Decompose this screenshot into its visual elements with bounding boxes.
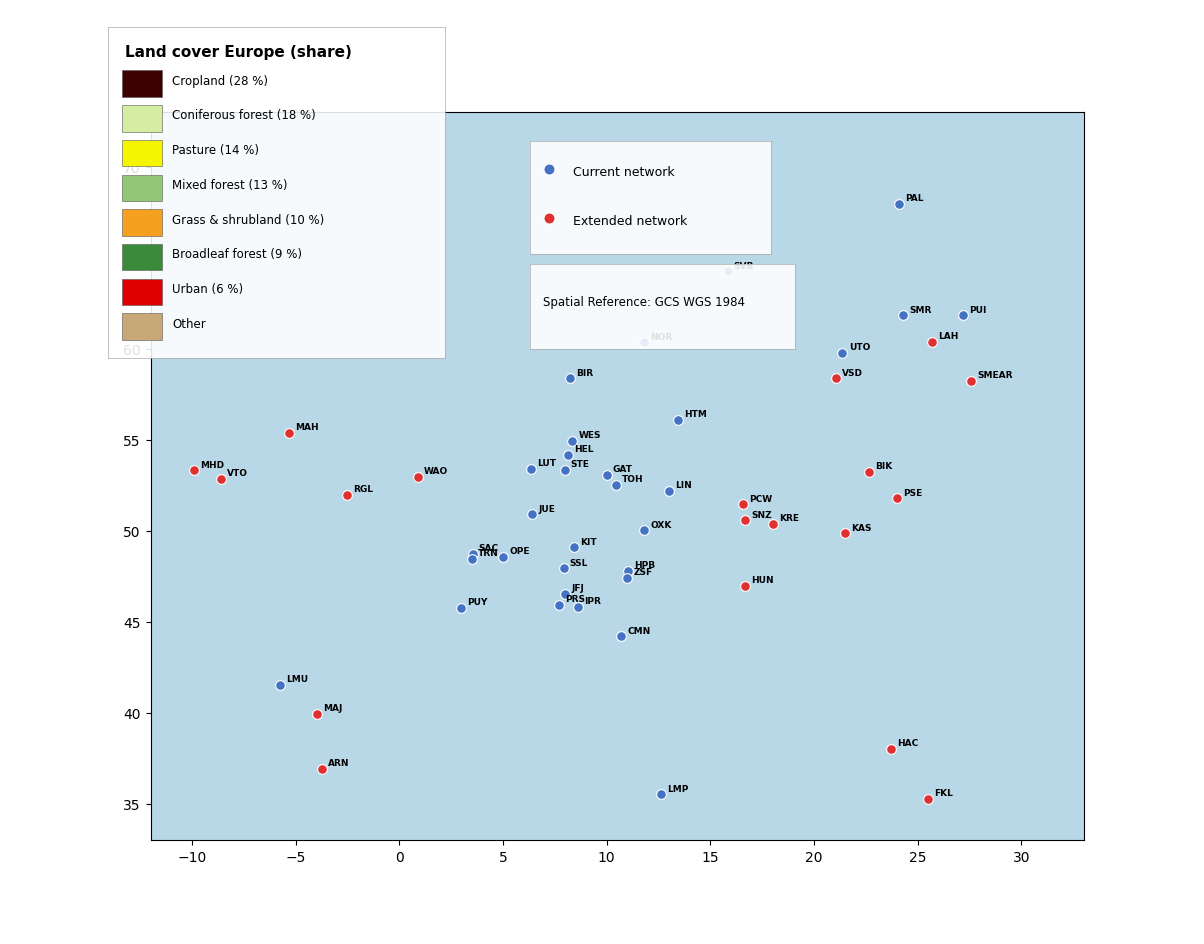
Text: CMN: CMN bbox=[627, 626, 650, 635]
Text: RGL: RGL bbox=[353, 484, 373, 494]
Text: SSL: SSL bbox=[569, 558, 588, 567]
FancyBboxPatch shape bbox=[122, 279, 163, 306]
FancyBboxPatch shape bbox=[122, 211, 163, 237]
Text: UTO: UTO bbox=[849, 343, 870, 352]
Text: SNZ: SNZ bbox=[751, 510, 772, 519]
Text: LMP: LMP bbox=[667, 784, 689, 793]
Text: PCW: PCW bbox=[749, 495, 773, 503]
Text: KRE: KRE bbox=[779, 514, 798, 523]
FancyBboxPatch shape bbox=[122, 141, 163, 167]
Text: FKL: FKL bbox=[934, 788, 952, 797]
FancyBboxPatch shape bbox=[122, 176, 163, 202]
Text: BIR: BIR bbox=[577, 368, 594, 378]
Text: HUN: HUN bbox=[751, 576, 773, 585]
Text: Coniferous forest (18 %): Coniferous forest (18 %) bbox=[172, 110, 317, 123]
Text: IPR: IPR bbox=[584, 597, 601, 605]
Text: SVB: SVB bbox=[733, 261, 754, 271]
Text: NOR: NOR bbox=[650, 332, 673, 341]
Text: HTM: HTM bbox=[684, 410, 707, 419]
Text: MAH: MAH bbox=[295, 423, 319, 431]
Text: Cropland (28 %): Cropland (28 %) bbox=[172, 75, 268, 88]
Text: HAC: HAC bbox=[898, 738, 919, 748]
Text: VSD: VSD bbox=[843, 368, 863, 378]
Text: LIN: LIN bbox=[675, 480, 691, 489]
Text: JFJ: JFJ bbox=[571, 583, 584, 592]
Text: Spatial Reference: GCS WGS 1984: Spatial Reference: GCS WGS 1984 bbox=[543, 296, 745, 309]
Text: LMU: LMU bbox=[285, 675, 308, 683]
Text: LUT: LUT bbox=[537, 459, 556, 468]
Text: Grass & shrubland (10 %): Grass & shrubland (10 %) bbox=[172, 213, 325, 227]
Text: KAS: KAS bbox=[851, 523, 872, 532]
Text: Current network: Current network bbox=[573, 166, 674, 178]
FancyBboxPatch shape bbox=[122, 72, 163, 98]
Text: ZSF: ZSF bbox=[633, 567, 653, 577]
Text: LAH: LAH bbox=[938, 332, 958, 341]
FancyBboxPatch shape bbox=[122, 106, 163, 132]
Text: SAC: SAC bbox=[479, 544, 498, 552]
Text: Extended network: Extended network bbox=[573, 214, 687, 228]
Text: TOH: TOH bbox=[622, 475, 644, 484]
Text: Broadleaf forest (9 %): Broadleaf forest (9 %) bbox=[172, 248, 302, 261]
Text: Land cover Europe (share): Land cover Europe (share) bbox=[125, 45, 352, 59]
Text: HPB: HPB bbox=[633, 561, 655, 569]
Text: Mixed forest (13 %): Mixed forest (13 %) bbox=[172, 178, 288, 192]
Text: MAJ: MAJ bbox=[323, 703, 342, 713]
Text: PRS: PRS bbox=[565, 595, 585, 603]
FancyBboxPatch shape bbox=[122, 314, 163, 341]
Text: PUY: PUY bbox=[467, 598, 488, 606]
Text: WAO: WAO bbox=[424, 467, 448, 476]
Text: PSE: PSE bbox=[903, 488, 922, 497]
Text: Pasture (14 %): Pasture (14 %) bbox=[172, 144, 259, 157]
FancyBboxPatch shape bbox=[122, 244, 163, 271]
Text: STE: STE bbox=[571, 460, 590, 469]
Text: SMEAR: SMEAR bbox=[978, 370, 1013, 379]
Text: BIK: BIK bbox=[875, 462, 893, 471]
Text: OXK: OXK bbox=[650, 520, 672, 529]
Text: MHD: MHD bbox=[200, 460, 224, 469]
Text: VTO: VTO bbox=[228, 469, 248, 478]
Text: WES: WES bbox=[578, 431, 601, 440]
Text: TRN: TRN bbox=[478, 548, 500, 557]
Text: GAT: GAT bbox=[613, 464, 633, 474]
Text: Urban (6 %): Urban (6 %) bbox=[172, 283, 243, 295]
Text: JUE: JUE bbox=[538, 504, 555, 513]
Text: PUI: PUI bbox=[969, 305, 987, 314]
Text: ARN: ARN bbox=[327, 758, 349, 767]
Text: OPE: OPE bbox=[509, 547, 530, 556]
Text: Other: Other bbox=[172, 317, 206, 330]
Text: HEL: HEL bbox=[574, 445, 594, 453]
Text: PAL: PAL bbox=[905, 194, 923, 203]
Text: SMR: SMR bbox=[909, 305, 932, 314]
Text: KIT: KIT bbox=[580, 537, 597, 547]
